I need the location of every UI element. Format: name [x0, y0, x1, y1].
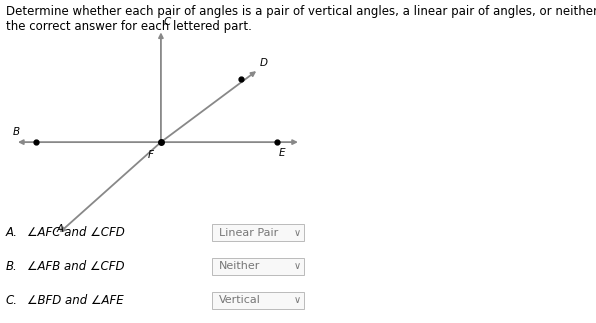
- Text: F: F: [148, 150, 154, 160]
- FancyBboxPatch shape: [212, 224, 304, 241]
- Text: Determine whether each pair of angles is a pair of vertical angles, a linear pai: Determine whether each pair of angles is…: [6, 5, 596, 33]
- FancyBboxPatch shape: [212, 258, 304, 275]
- Text: ∠BFD and ∠AFE: ∠BFD and ∠AFE: [27, 294, 123, 307]
- Text: B.: B.: [6, 260, 18, 273]
- Text: E: E: [279, 148, 285, 158]
- Text: A.: A.: [6, 226, 18, 239]
- FancyBboxPatch shape: [212, 292, 304, 309]
- Text: Vertical: Vertical: [219, 296, 260, 305]
- Text: A: A: [57, 224, 64, 234]
- Text: ∨: ∨: [293, 296, 300, 305]
- Text: ∠AFB and ∠CFD: ∠AFB and ∠CFD: [27, 260, 125, 273]
- Text: Neither: Neither: [219, 262, 260, 271]
- Text: Linear Pair: Linear Pair: [219, 228, 278, 237]
- Text: C.: C.: [6, 294, 18, 307]
- Text: ∨: ∨: [293, 228, 300, 237]
- Text: B: B: [13, 127, 20, 137]
- Text: ∨: ∨: [293, 262, 300, 271]
- Text: C: C: [164, 17, 171, 27]
- Text: ∠AFC and ∠CFD: ∠AFC and ∠CFD: [27, 226, 125, 239]
- Text: D: D: [259, 58, 267, 68]
